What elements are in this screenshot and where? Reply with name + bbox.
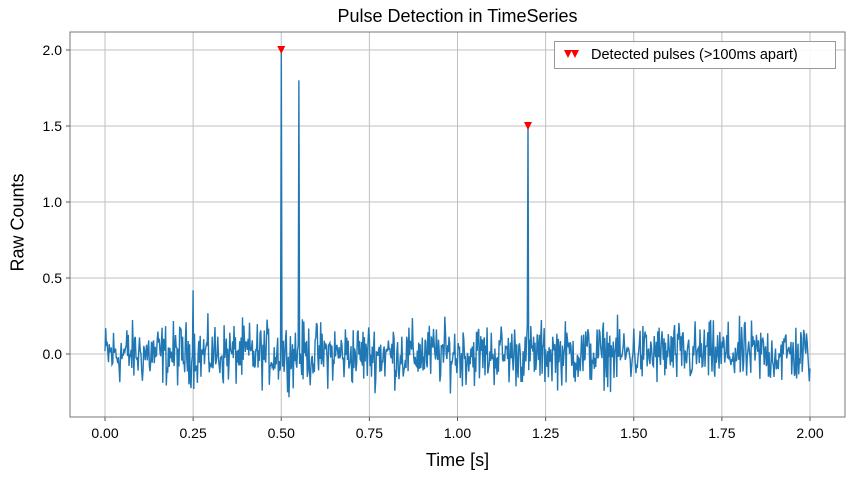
chart-title: Pulse Detection in TimeSeries [337,6,578,26]
svg-text:0.75: 0.75 [356,425,383,441]
svg-text:0.0: 0.0 [43,346,63,362]
legend: Detected pulses (>100ms apart) [554,41,836,69]
svg-text:1.0: 1.0 [43,194,63,210]
svg-text:0.00: 0.00 [91,425,118,441]
svg-text:1.00: 1.00 [444,425,471,441]
svg-text:1.25: 1.25 [532,425,559,441]
svg-text:0.50: 0.50 [268,425,295,441]
svg-text:2.00: 2.00 [796,425,823,441]
svg-text:0.25: 0.25 [180,425,207,441]
x-axis-label: Time [s] [425,450,490,470]
svg-text:1.5: 1.5 [43,118,63,134]
legend-label: Detected pulses (>100ms apart) [591,47,798,63]
svg-text:1.50: 1.50 [620,425,647,441]
triangle-down-icon [564,50,579,58]
svg-text:1.75: 1.75 [708,425,735,441]
svg-text:2.0: 2.0 [43,42,63,58]
svg-text:0.5: 0.5 [43,270,63,286]
